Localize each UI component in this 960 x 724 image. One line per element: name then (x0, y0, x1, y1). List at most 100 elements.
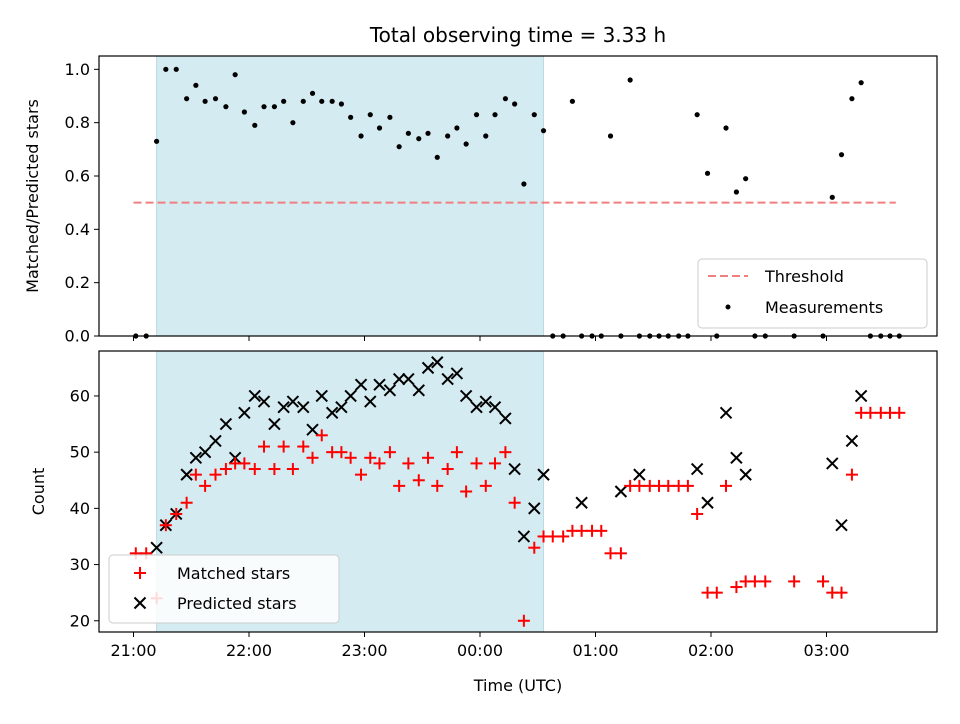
predicted-star-point (479, 395, 492, 408)
matched-star-point (759, 575, 772, 588)
matched-star-point (209, 468, 222, 481)
matched-star-point (528, 541, 541, 554)
predicted-star-point (499, 412, 512, 425)
measurement-point (694, 112, 700, 118)
predicted-star-point (826, 457, 839, 470)
matched-star-point (470, 457, 483, 470)
top-y-tick-label: 0.6 (65, 167, 90, 186)
predicted-star-point (517, 530, 531, 543)
predicted-star-point (325, 406, 339, 420)
predicted-star-point (268, 417, 281, 431)
matched-star-point (499, 446, 512, 459)
predicted-star-point (633, 468, 646, 481)
predicted-star-point (238, 406, 251, 420)
measurement-point (252, 122, 258, 128)
matched-star-point (412, 474, 425, 487)
predicted-star-point (277, 400, 290, 414)
x-tick-label: 02:00 (688, 641, 734, 660)
matched-star-point (460, 485, 473, 498)
matched-star-point (315, 429, 328, 442)
matched-star-point (893, 406, 906, 419)
measurement-point (271, 104, 278, 110)
bottom-y-tick-label: 30 (70, 555, 90, 574)
measurement-point (300, 98, 306, 104)
predicted-star-point (488, 400, 502, 414)
measurement-point (838, 152, 845, 158)
bottom-y-tick-label: 40 (70, 499, 90, 518)
matched-star-point (788, 575, 801, 588)
matched-star-point (383, 446, 396, 459)
top-observing-span (156, 55, 545, 337)
measurement-point (348, 114, 354, 120)
matched-star-point (691, 507, 704, 520)
measurement-point (704, 170, 711, 176)
bottom-y-axis-label: Count (29, 468, 48, 516)
predicted-star-point (537, 468, 550, 481)
predicted-star-point (392, 372, 406, 386)
measurement-point (492, 112, 498, 118)
predicted-star-point (189, 451, 203, 464)
bottom-y-tick-label: 60 (70, 386, 90, 405)
measurement-point (607, 133, 614, 139)
measurement-point (319, 98, 325, 104)
predicted-star-point (180, 468, 193, 481)
measurement-point (569, 98, 576, 104)
matched-star-point (335, 446, 348, 459)
predicted-star-point (373, 378, 386, 391)
predicted-star-point (150, 541, 163, 554)
matched-star-point (286, 463, 299, 476)
predicted-star-point (690, 462, 704, 476)
predicted-star-point (286, 395, 300, 408)
measurement-point (531, 112, 537, 118)
matched-star-point (402, 457, 415, 470)
matched-star-point (159, 519, 172, 532)
measurement-point (858, 80, 864, 86)
matched-stars-layer (129, 406, 906, 627)
x-tick-label: 23:00 (341, 641, 387, 660)
predicted-star-point (198, 445, 212, 459)
matched-star-point (180, 496, 193, 509)
predicted-star-point (315, 389, 328, 403)
matched-star-point (422, 451, 435, 464)
measurement-point (367, 112, 373, 118)
matched-star-point (355, 468, 368, 481)
matched-star-point (258, 440, 271, 453)
matched-star-point (238, 457, 251, 470)
measurement-point (387, 114, 393, 120)
predicted-star-point (364, 395, 377, 408)
measurement-point (521, 181, 527, 187)
matched-star-point (170, 507, 183, 520)
predicted-star-point (854, 389, 868, 403)
measurement-point (154, 138, 160, 144)
bottom-axes-frame (98, 350, 938, 633)
matched-star-point (575, 524, 588, 537)
predicted-star-point (431, 356, 444, 369)
predicted-star-point (354, 378, 368, 391)
matched-star-point (306, 451, 319, 464)
matched-star-point (614, 547, 627, 560)
matched-star-point (441, 463, 454, 476)
measurement-point (723, 125, 729, 131)
bottom-x-ticks: 21:00 22:00 23:00 00:00 01:00 02:00 03:00 (110, 632, 850, 660)
predicted-star-point (528, 502, 541, 515)
matched-star-point (489, 457, 502, 470)
measurement-point (743, 176, 749, 182)
predicted-star-point (248, 389, 261, 403)
top-legend: Threshold Measurements (697, 258, 928, 329)
predicted-star-point (508, 462, 521, 476)
measurement-point (849, 96, 855, 102)
matched-star-point (248, 463, 261, 476)
matched-star-point (508, 496, 521, 509)
predicted-star-point (470, 400, 483, 414)
predicted-star-point (441, 372, 454, 386)
bottom-legend: Matched stars Predicted stars (108, 554, 340, 624)
matched-star-point (557, 530, 570, 543)
measurement-point (483, 133, 489, 139)
predicted-star-point (421, 361, 435, 375)
x-axis-label: Time (UTC) (473, 676, 562, 695)
measurement-point (512, 101, 518, 107)
top-y-tick-label: 0.2 (65, 273, 90, 292)
predicted-star-point (402, 372, 415, 386)
measurement-point (829, 194, 835, 200)
